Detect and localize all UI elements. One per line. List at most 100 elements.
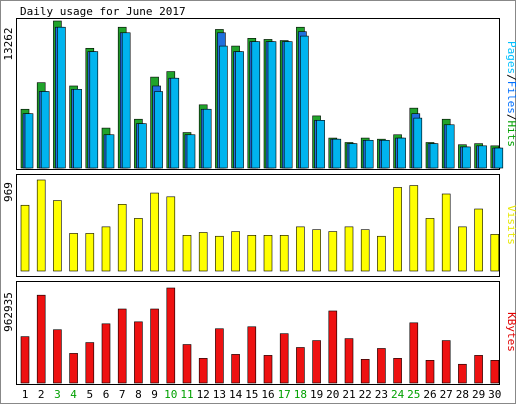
x-label-9: 9 [151, 388, 158, 401]
bar-kbytes-7 [117, 308, 127, 384]
bar-pages-23 [381, 139, 390, 169]
bar-pages-21 [348, 143, 358, 169]
bar-visits-8 [134, 218, 143, 272]
bar-kbytes-28 [458, 363, 467, 384]
x-label-14: 14 [229, 388, 243, 401]
kbytes-panel-frame [16, 281, 500, 385]
x-label-21: 21 [342, 388, 355, 401]
bar-visits-28 [458, 226, 467, 272]
bar-visits-15 [247, 235, 257, 272]
bar-visits-24 [393, 187, 402, 272]
bar-kbytes-10 [166, 287, 176, 384]
bar-visits-26 [425, 218, 435, 272]
bar-visits-7 [117, 204, 127, 272]
bar-pages-3 [57, 26, 66, 169]
hits-legend: Pages/Files/Hits [505, 41, 517, 147]
x-label-5: 5 [86, 388, 93, 401]
bar-visits-30 [490, 234, 500, 272]
x-label-22: 22 [359, 388, 372, 401]
x-axis-labels: 1 2 3 4 5 6 7 8 9 10 11 12 13 14 15 16 17 18 19 20 21 22 23 24 2… [22, 388, 502, 401]
panel-legends: Pages/Files/Hits Visits KBytes [505, 41, 517, 352]
bar-pages-7 [121, 32, 131, 169]
bar-kbytes-18 [296, 347, 305, 384]
x-label-6: 6 [103, 388, 110, 401]
bar-kbytes-14 [231, 354, 240, 384]
bar-pages-8 [138, 123, 147, 169]
bar-pages-1 [24, 113, 34, 169]
x-label-30: 30 [488, 388, 501, 401]
bar-visits-3 [53, 200, 62, 272]
bar-pages-18 [300, 35, 309, 169]
bar-pages-10 [170, 77, 180, 169]
x-label-10: 10 [164, 388, 177, 401]
bar-pages-9 [154, 91, 163, 169]
bar-visits-25 [409, 185, 419, 272]
visits-panel-frame [16, 174, 500, 277]
x-label-18: 18 [294, 388, 307, 401]
y-axis-labels: 13262 969 962935 [2, 27, 15, 331]
x-label-23: 23 [375, 388, 388, 401]
bar-pages-2 [40, 91, 50, 169]
bar-visits-5 [85, 233, 95, 272]
x-label-26: 26 [423, 388, 436, 401]
bar-visits-9 [150, 192, 159, 272]
chart-marks [20, 20, 504, 384]
bar-visits-6 [101, 226, 111, 272]
bar-kbytes-23 [377, 348, 386, 384]
hits-panel-frame [16, 18, 500, 170]
bar-kbytes-3 [53, 329, 62, 384]
bar-pages-15 [251, 41, 261, 169]
bar-pages-4 [73, 89, 82, 169]
bar-kbytes-8 [134, 321, 143, 384]
bar-pages-22 [364, 139, 374, 169]
bar-kbytes-20 [328, 310, 338, 384]
bar-visits-1 [20, 204, 30, 272]
bar-visits-14 [231, 231, 240, 272]
bar-visits-19 [312, 229, 321, 272]
bar-pages-12 [202, 108, 212, 169]
bar-pages-16 [267, 41, 277, 169]
bar-visits-4 [69, 233, 78, 272]
bar-pages-17 [283, 41, 293, 169]
bar-visits-20 [328, 231, 338, 272]
bar-visits-17 [279, 235, 289, 272]
x-label-19: 19 [310, 388, 323, 401]
bar-pages-14 [235, 51, 244, 169]
bar-kbytes-24 [393, 358, 402, 384]
bar-visits-29 [474, 208, 483, 272]
x-label-11: 11 [180, 388, 193, 401]
bar-kbytes-16 [263, 355, 273, 384]
x-label-15: 15 [245, 388, 258, 401]
x-label-29: 29 [472, 388, 485, 401]
x-label-17: 17 [278, 388, 291, 401]
bar-visits-16 [263, 235, 273, 272]
bar-pages-5 [89, 51, 99, 169]
x-label-25: 25 [407, 388, 420, 401]
bar-pages-28 [462, 146, 471, 169]
bar-pages-20 [332, 138, 342, 169]
x-label-3: 3 [54, 388, 61, 401]
bar-kbytes-21 [344, 338, 354, 384]
bar-visits-2 [36, 179, 46, 272]
bar-kbytes-19 [312, 340, 321, 384]
bar-pages-6 [105, 134, 115, 169]
bar-visits-13 [215, 235, 224, 272]
bar-kbytes-5 [85, 342, 95, 384]
x-label-20: 20 [326, 388, 339, 401]
kbytes-ymax-label: 962935 [2, 292, 15, 332]
bar-pages-19 [316, 120, 325, 169]
chart-title: Daily usage for June 2017 [20, 5, 186, 18]
x-label-27: 27 [440, 388, 453, 401]
bar-pages-11 [186, 134, 196, 169]
bar-visits-21 [344, 226, 354, 272]
visits-legend: Visits [505, 205, 517, 245]
bar-visits-27 [441, 193, 451, 272]
kbytes-legend: KBytes [505, 312, 517, 352]
bar-kbytes-26 [425, 360, 435, 384]
bar-visits-11 [182, 235, 192, 272]
bar-kbytes-2 [36, 294, 46, 384]
x-label-4: 4 [70, 388, 77, 401]
bar-pages-29 [478, 145, 487, 169]
bar-kbytes-13 [215, 328, 224, 384]
